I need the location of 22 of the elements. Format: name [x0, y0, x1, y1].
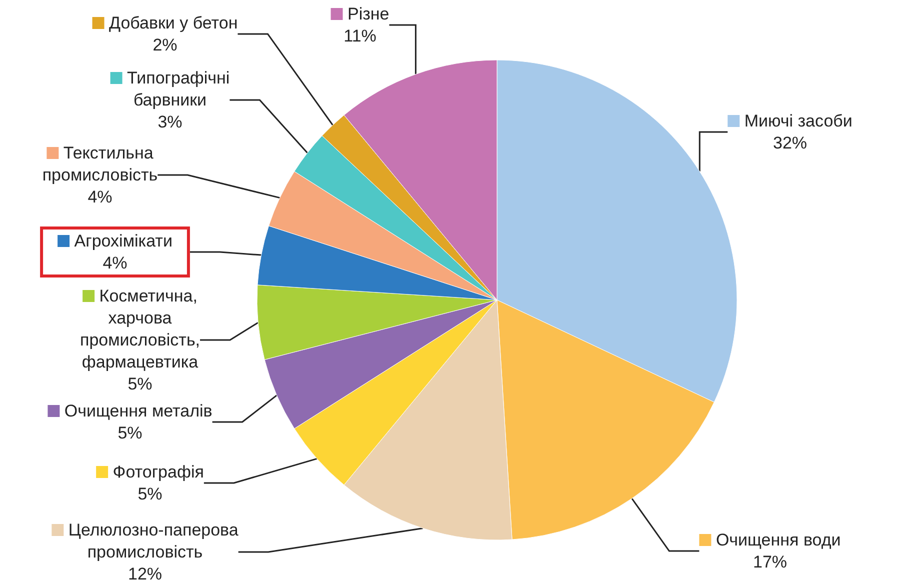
- data-label: 5%: [118, 424, 142, 442]
- legend-label: Фотографія: [112, 462, 204, 482]
- data-label: 11%: [344, 26, 376, 46]
- legend-label: Очищення металів: [64, 402, 212, 420]
- data-label: 5%: [138, 484, 162, 504]
- data-label: 4%: [102, 254, 128, 272]
- data-label: 12%: [128, 564, 162, 584]
- data-label: 4%: [88, 188, 112, 206]
- legend-label: Текстильна промисловість: [42, 144, 158, 184]
- data-label: 32%: [772, 134, 808, 152]
- legend-label: Очищення води: [716, 530, 841, 550]
- data-label: 3%: [158, 112, 182, 132]
- data-label: 2%: [152, 36, 178, 54]
- legend-label: Добавки у бетон: [108, 14, 238, 32]
- data-label: 17%: [752, 552, 788, 572]
- data-label: 5%: [128, 374, 152, 394]
- legend-label: Целюлозно-паперова промисловість: [68, 520, 239, 562]
- legend-label: Миючі засоби: [744, 112, 852, 130]
- legend-label: Косметична, харчова промисловість, фармацевтика: [80, 286, 200, 372]
- legend-label: Агрохімікати: [74, 232, 172, 250]
- legend-label: Типографічні барвники: [127, 68, 230, 110]
- legend-label: Різне: [347, 4, 390, 24]
